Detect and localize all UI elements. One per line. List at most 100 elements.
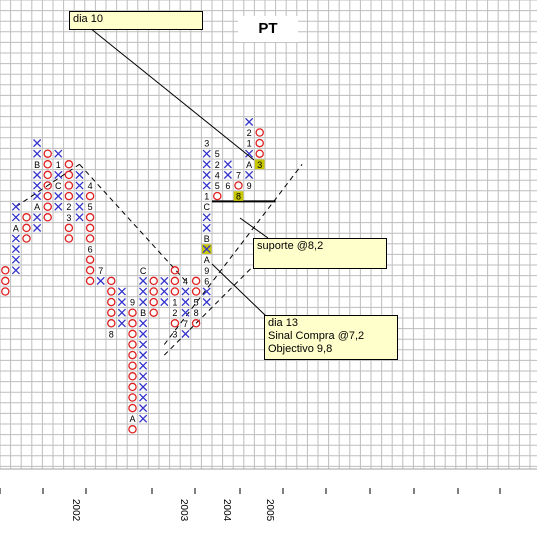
x-box — [139, 372, 148, 381]
box-label: 8 — [194, 308, 199, 318]
annotation-suporte-line1: suporte @8,2 — [257, 240, 324, 252]
annotation-dia-13-line1: dia 13 — [268, 317, 298, 329]
axis-strip — [0, 469, 537, 538]
x-box — [75, 192, 84, 201]
o-box — [1, 276, 10, 286]
o-box — [64, 181, 74, 190]
o-box — [85, 276, 95, 286]
x-box — [11, 234, 20, 243]
box-label: 1 — [56, 160, 61, 170]
box-label: 2 — [66, 202, 71, 212]
o-box — [64, 234, 74, 243]
annotation-connectors — [89, 27, 269, 317]
x-box — [117, 287, 126, 296]
x-box — [202, 213, 211, 222]
o-box — [64, 191, 74, 201]
x-box — [160, 298, 169, 307]
o-box — [43, 170, 52, 180]
x-box — [54, 192, 63, 201]
x-box — [202, 170, 211, 179]
o-box — [107, 297, 116, 307]
o-box — [43, 191, 52, 201]
x-box — [139, 276, 148, 285]
box-label: A — [204, 255, 210, 265]
o-box — [191, 276, 201, 286]
box-label: 8 — [109, 329, 114, 339]
x-box — [160, 276, 169, 285]
o-box — [128, 340, 137, 349]
x-box — [117, 319, 126, 328]
x-box — [139, 351, 148, 360]
x-box — [75, 202, 84, 211]
x-box — [54, 202, 63, 211]
x-box — [139, 319, 148, 328]
x-box — [139, 287, 148, 296]
x-box — [33, 213, 42, 222]
x-box — [139, 298, 148, 307]
o-box — [149, 287, 158, 296]
box-label: 3 — [204, 139, 209, 149]
x-box — [75, 170, 84, 179]
o-box — [128, 425, 137, 434]
x-box — [202, 298, 211, 307]
x-box — [139, 361, 148, 370]
o-box — [43, 149, 52, 158]
x-tick-label: 2002 — [70, 499, 81, 522]
x-box — [139, 382, 148, 391]
x-box — [33, 170, 42, 179]
x-box — [139, 414, 148, 423]
x-box — [139, 393, 148, 402]
box-label: 6 — [225, 181, 230, 191]
x-box — [54, 149, 63, 158]
o-box — [191, 287, 201, 296]
x-box — [202, 149, 211, 158]
chart-title: PT — [238, 16, 298, 42]
o-box — [149, 276, 158, 286]
x-box — [202, 245, 211, 254]
o-box — [107, 319, 116, 328]
x-box — [181, 329, 190, 338]
o-box — [128, 308, 137, 317]
o-box — [1, 287, 10, 296]
plot-background — [0, 0, 537, 470]
box-label: 5 — [215, 181, 220, 191]
annotation-dia-10: dia 10 — [69, 11, 203, 30]
x-box — [33, 149, 42, 158]
highlight-box — [254, 159, 265, 170]
o-box — [213, 191, 222, 201]
box-label: 7 — [183, 319, 188, 329]
o-box — [255, 149, 264, 158]
connector-dia13 — [211, 263, 267, 317]
x-ticks: 2002 2003 2004 2005 — [0, 488, 501, 522]
box-label: 7 — [236, 170, 241, 180]
x-box — [245, 117, 254, 126]
x-box — [139, 340, 148, 349]
annotation-dia-10-line1: dia 10 — [73, 13, 103, 25]
connector-dia10 — [89, 27, 255, 161]
box-label: 2 — [172, 308, 177, 318]
o-box — [85, 223, 95, 233]
annotation-dia-13-line3: Objectivo 9,8 — [268, 343, 333, 355]
box-label: 5 — [194, 298, 199, 308]
x-box — [181, 287, 190, 296]
o-box — [107, 308, 116, 317]
o-box — [107, 287, 116, 296]
x-box — [223, 160, 232, 169]
x-box — [160, 287, 169, 296]
x-box — [202, 181, 211, 190]
o-box — [43, 213, 52, 222]
o-box — [170, 276, 180, 286]
o-box — [43, 202, 52, 211]
o-box — [43, 160, 52, 169]
box-label: B — [34, 160, 40, 170]
x-box — [181, 308, 190, 317]
box-label: B — [204, 234, 210, 244]
o-box — [22, 213, 31, 222]
o-box — [128, 382, 137, 392]
box-label: 3 — [172, 329, 177, 339]
o-box — [191, 319, 201, 328]
box-label: 5 — [215, 149, 220, 159]
o-box — [128, 350, 137, 360]
